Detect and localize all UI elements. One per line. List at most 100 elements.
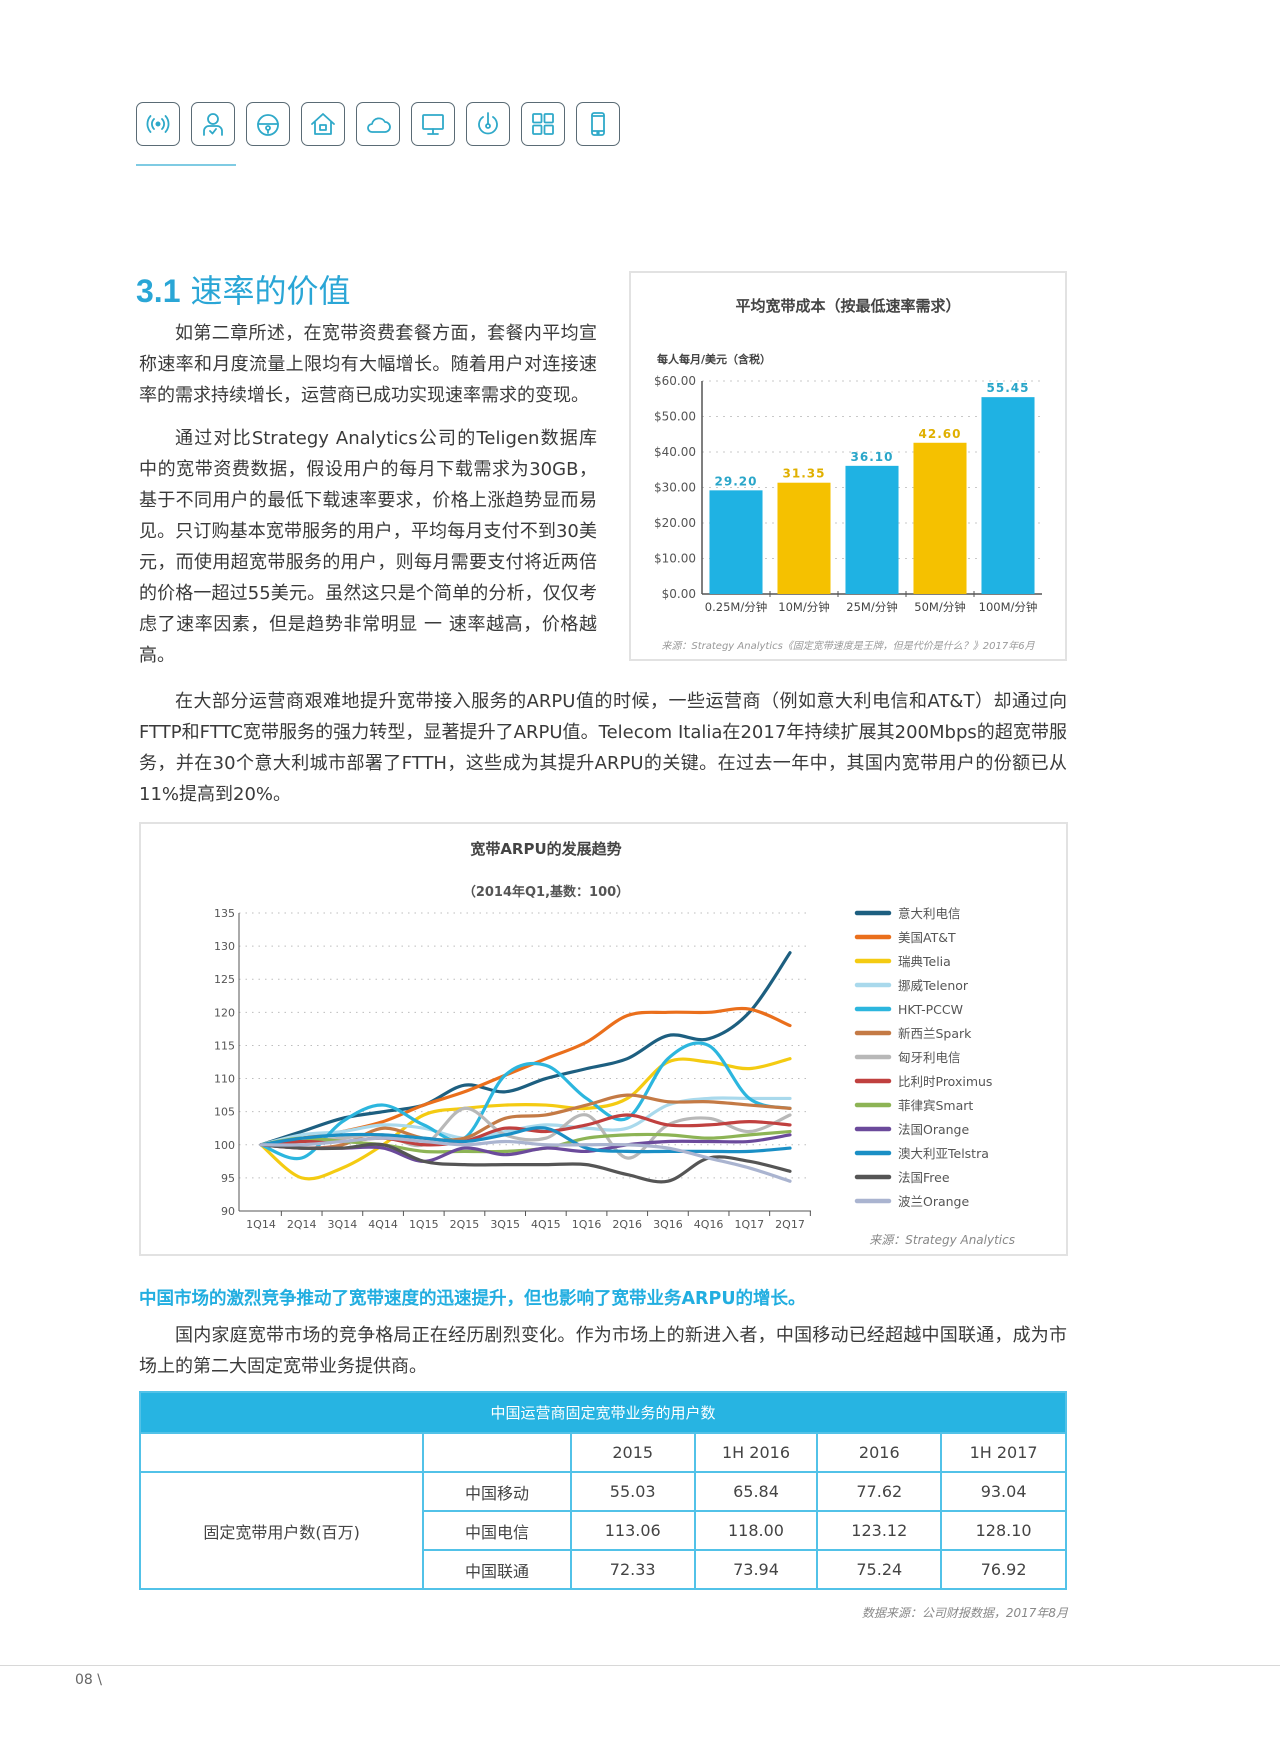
data-label: 36.10 [851, 450, 894, 464]
x-tick-label: 3Q15 [490, 1218, 520, 1231]
column-header: 1H 2016 [693, 1432, 819, 1473]
table-title: 中国运营商固定宽带业务的用户数 [139, 1391, 1067, 1434]
x-tick-label: 1Q14 [246, 1218, 276, 1231]
legend-label: 法国Orange [898, 1122, 969, 1137]
x-tick-label: 100M/分钟 [979, 600, 1038, 614]
legend-label: 瑞典Telia [898, 954, 951, 969]
cell: 76.92 [940, 1549, 1067, 1590]
x-tick-label: 50M/分钟 [914, 600, 965, 614]
legend-label: 美国AT&T [898, 930, 956, 945]
data-label: 55.45 [987, 381, 1030, 395]
intro-text: 如第二章所述，在宽带资费套餐方面，套餐内平均宣称速率和月度流量上限均有大幅增长。… [139, 318, 597, 671]
row-group-label: 固定宽带用户数(百万) [138, 1471, 425, 1590]
y-tick-label: 95 [221, 1172, 235, 1185]
grid-apps-icon [521, 102, 565, 146]
y-tick-label: 135 [214, 907, 235, 920]
cell: 118.00 [693, 1510, 819, 1551]
bar-chart: 平均宽带成本（按最低速率需求） 每人每月/美元（含税） $0.00 $10.00 $20… [654, 297, 1042, 652]
footer-divider [0, 1665, 1280, 1666]
data-label: 31.35 [783, 467, 826, 481]
cell: 65.84 [693, 1471, 819, 1512]
y-tick-label: 100 [214, 1139, 235, 1152]
legend-label: 菲律宾Smart [898, 1098, 973, 1113]
chart-source: 来源：Strategy Analytics [869, 1233, 1015, 1247]
line-chart-panel: 宽带ARPU的发展趋势 （2014年Q1,基数：100） 90 95 100 105 110… [139, 822, 1068, 1256]
series-line [259, 1106, 792, 1160]
x-tick-label: 4Q15 [531, 1218, 561, 1231]
table-row: 中国联通 72.33 73.94 75.24 76.92 [140, 1549, 1067, 1590]
paragraph: 如第二章所述，在宽带资费套餐方面，套餐内平均宣称速率和月度流量上限均有大幅增长。… [139, 323, 597, 406]
x-tick-label: 10M/分钟 [778, 600, 829, 614]
y-tick-label: $20.00 [654, 516, 696, 530]
y-tick-label: 115 [214, 1039, 235, 1052]
row-label: 中国电信 [422, 1510, 572, 1551]
y-tick-label: 130 [214, 940, 235, 953]
cloud-icon [356, 102, 400, 146]
series-line [259, 1136, 792, 1183]
chart-subtitle: （2014年Q1,基数：100） [463, 884, 629, 900]
section-title-text: 速率的价值 [190, 272, 351, 310]
home-icon [301, 102, 345, 146]
bar [777, 482, 831, 594]
y-tick-label: 105 [214, 1106, 235, 1119]
cell: 77.62 [816, 1471, 943, 1512]
series-line [259, 1041, 792, 1161]
bar [709, 490, 763, 594]
cell: 128.10 [940, 1510, 1067, 1551]
x-tick-label: 3Q16 [653, 1218, 683, 1231]
chart-source: 来源：Strategy Analytics《固定宽带速度是王牌，但是代价是什么？… [661, 640, 1035, 652]
divider [136, 164, 236, 166]
cell: 55.03 [569, 1471, 696, 1512]
table-row: 中国电信 113.06 118.00 123.12 128.10 [140, 1510, 1067, 1551]
subscriber-table: 中国运营商固定宽带业务的用户数 2015 1H 2016 2016 1H 201… [138, 1391, 1067, 1590]
x-tick-label: 3Q14 [328, 1218, 358, 1231]
series-line [259, 1057, 792, 1181]
highlight-heading: 中国市场的激烈竞争推动了宽带速度的迅速提升，但也影响了宽带业务ARPU的增长。 [139, 1289, 806, 1309]
y-tick-label: $60.00 [654, 374, 696, 388]
lock-icon [246, 102, 290, 146]
legend-label: 匈牙利电信 [898, 1050, 961, 1065]
series-line [259, 1093, 792, 1150]
x-tick-label: 4Q16 [694, 1218, 724, 1231]
column-header: 1H 2017 [940, 1432, 1067, 1473]
section-title: 3.1 速率的价值 [136, 266, 351, 312]
data-label: 42.60 [919, 427, 962, 441]
table-header-row: 2015 1H 2016 2016 1H 2017 [138, 1432, 1067, 1473]
legend-label: 挪威Telenor [898, 978, 969, 993]
y-tick-label: 120 [214, 1006, 235, 1019]
cell: 73.94 [693, 1549, 819, 1590]
x-tick-label: 25M/分钟 [846, 600, 897, 614]
legend-label: 波兰Orange [898, 1194, 969, 1209]
x-tick-label: 1Q17 [734, 1218, 764, 1231]
row-label: 中国联通 [422, 1549, 572, 1590]
cell: 93.04 [940, 1471, 1067, 1512]
cell: 113.06 [569, 1510, 696, 1551]
cell: 123.12 [816, 1510, 943, 1551]
monitor-icon [411, 102, 455, 146]
legend-label: 澳大利亚Telstra [898, 1146, 989, 1161]
smartphone-icon [576, 102, 620, 146]
x-tick-label: 2Q14 [287, 1218, 317, 1231]
series-line [259, 1126, 792, 1154]
y-tick-label: 90 [221, 1205, 235, 1218]
x-tick-label: 2Q16 [612, 1218, 642, 1231]
table-source: 数据来源：公司财报数据，2017年8月 [861, 1606, 1068, 1620]
y-axis-label: 每人每月/美元（含税） [657, 352, 771, 366]
row-label: 中国移动 [422, 1471, 572, 1512]
legend-label: 比利时Proximus [898, 1074, 992, 1089]
y-tick-label: $10.00 [654, 552, 696, 566]
x-tick-label: 4Q14 [368, 1218, 398, 1231]
y-tick-label: 110 [214, 1073, 235, 1086]
y-tick-label: $50.00 [654, 410, 696, 424]
bar [913, 442, 967, 594]
chart-title: 宽带ARPU的发展趋势 [469, 840, 621, 858]
paragraph: 通过对比Strategy Analytics公司的Teligen数据库中的宽带资… [139, 428, 597, 666]
y-tick-label: $40.00 [654, 445, 696, 459]
x-tick-label: 2Q17 [775, 1218, 805, 1231]
y-tick-label: $30.00 [654, 481, 696, 495]
x-tick-label: 1Q15 [409, 1218, 439, 1231]
power-icon [466, 102, 510, 146]
x-tick-label: 1Q16 [572, 1218, 602, 1231]
legend-label: HKT-PCCW [898, 1002, 963, 1017]
paragraph: 在大部分运营商艰难地提升宽带接入服务的ARPU值的时候，一些运营商（例如意大利电… [139, 691, 1067, 805]
